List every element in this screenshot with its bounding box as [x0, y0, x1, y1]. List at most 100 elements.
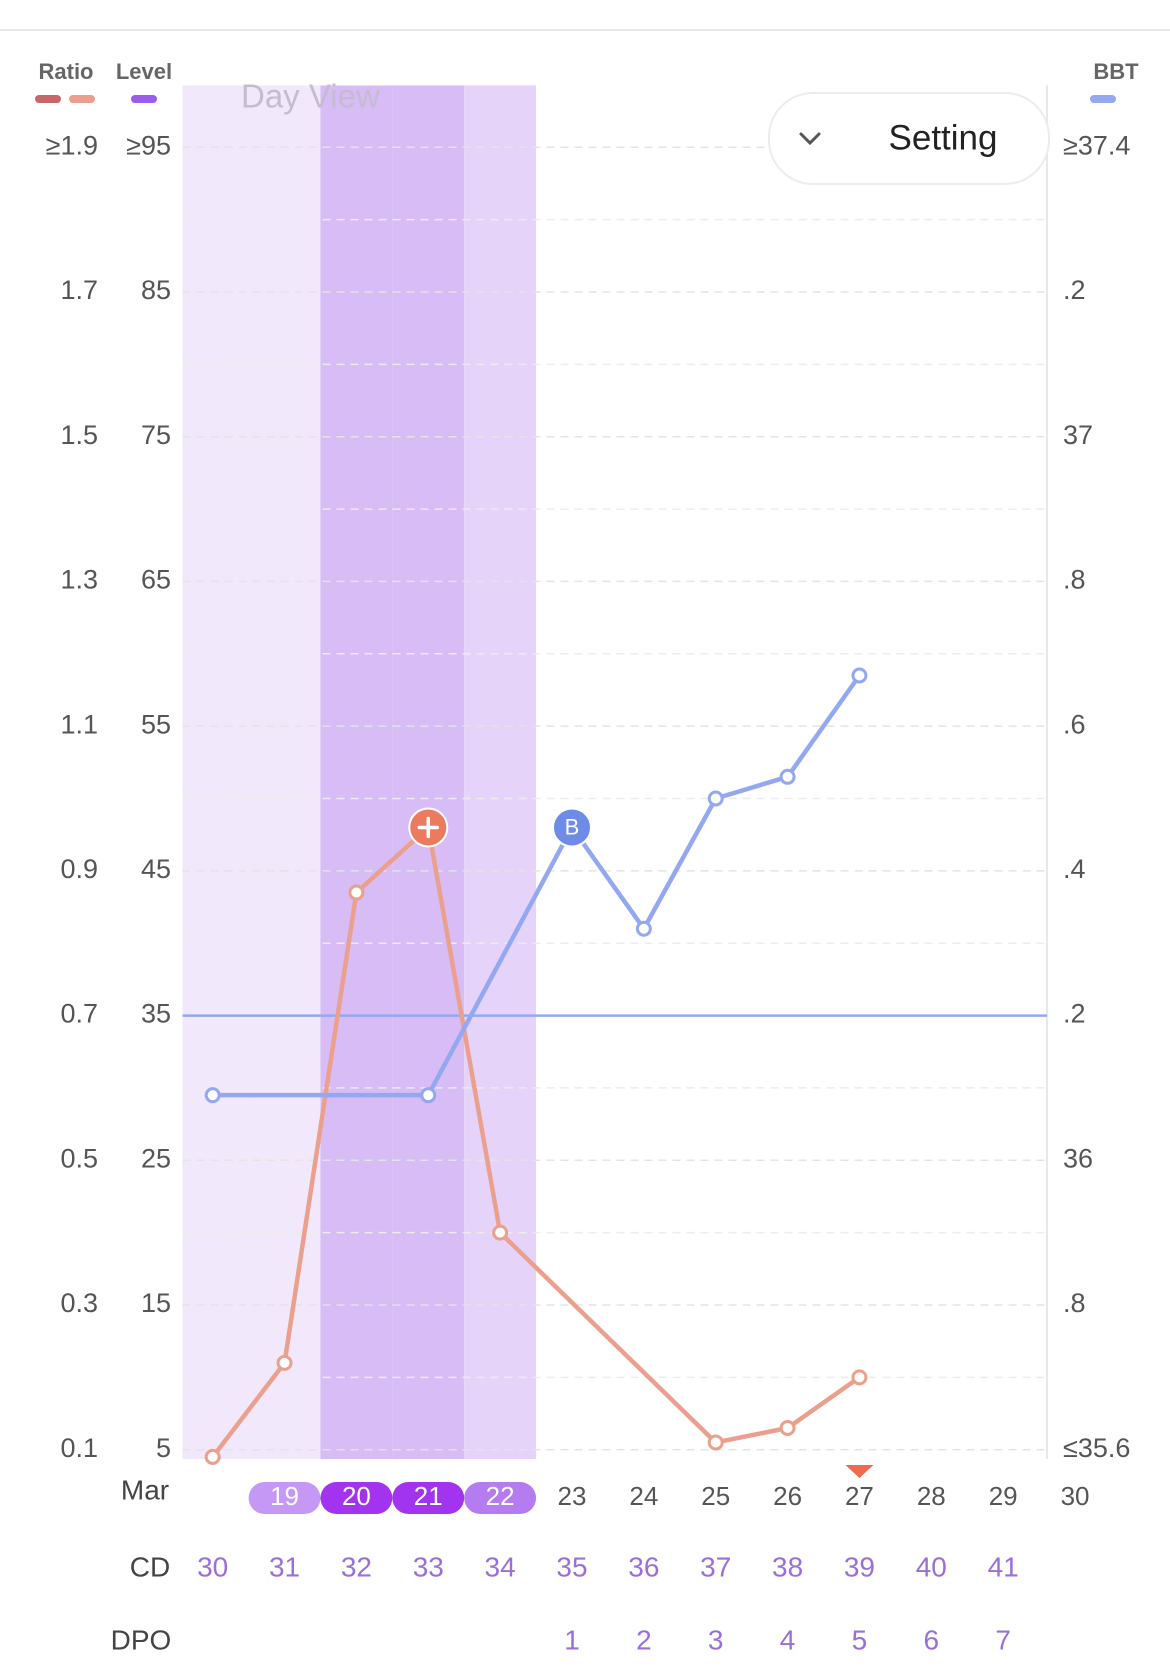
- fertility-band: [392, 85, 465, 1459]
- dpo-label: 6: [924, 1624, 940, 1655]
- y2-tick-label: .4: [1063, 854, 1086, 884]
- y-tick-label: 1.3: [60, 565, 98, 595]
- view-title: Day View: [241, 78, 380, 115]
- data-point: [851, 1369, 868, 1386]
- cd-label: 32: [341, 1551, 372, 1582]
- date-pill: [320, 1482, 393, 1514]
- level-tick-label: 65: [141, 565, 171, 595]
- date-label: 19: [270, 1481, 299, 1511]
- cd-label: 33: [413, 1551, 444, 1582]
- fertility-band: [182, 85, 249, 1459]
- level-tick-label: 5: [156, 1433, 171, 1463]
- level-tick-label: 75: [141, 420, 171, 450]
- cd-label: 31: [269, 1551, 300, 1582]
- cd-label: 38: [772, 1551, 803, 1582]
- data-point: [420, 1087, 437, 1104]
- fertility-band: [320, 85, 393, 1459]
- cd-label: 34: [485, 1551, 516, 1582]
- date-label: 24: [629, 1481, 658, 1511]
- dpo-label: 2: [636, 1624, 652, 1655]
- cd-label: 30: [197, 1551, 228, 1582]
- y2-tick-label: 37: [1063, 420, 1093, 450]
- data-point: [851, 667, 868, 684]
- data-point: [492, 1224, 509, 1241]
- dpo-label: 1: [564, 1624, 580, 1655]
- data-point: [204, 1448, 221, 1465]
- date-pill: [464, 1482, 537, 1514]
- dpo-label: 4: [780, 1624, 796, 1655]
- y-tick-label: ≥1.9: [46, 130, 98, 160]
- level-axis-title: Level: [116, 59, 172, 84]
- data-point: [779, 1419, 796, 1436]
- data-point: [276, 1354, 293, 1371]
- date-label: 22: [486, 1481, 515, 1511]
- cd-label: 41: [988, 1551, 1019, 1582]
- y-tick-label: 0.1: [60, 1433, 98, 1463]
- y-tick-label: 1.5: [60, 420, 98, 450]
- level-tick-label: 25: [141, 1143, 171, 1173]
- dpo-row-label: DPO: [111, 1624, 172, 1655]
- y2-tick-label: .2: [1063, 999, 1086, 1029]
- level-tick-label: ≥95: [126, 130, 171, 160]
- date-label: 28: [917, 1481, 946, 1511]
- cd-label: 39: [844, 1551, 875, 1582]
- plus-icon: [417, 816, 440, 839]
- date-label: 26: [773, 1481, 802, 1511]
- data-point: [348, 884, 365, 901]
- date-label: 29: [989, 1481, 1018, 1511]
- date-label: 25: [701, 1481, 730, 1511]
- setting-button[interactable]: Setting: [768, 92, 1050, 185]
- level-tick-label: 15: [141, 1288, 171, 1318]
- special-point-label: B: [565, 814, 580, 839]
- date-label: 20: [342, 1481, 371, 1511]
- cd-label: 35: [556, 1551, 587, 1582]
- date-pill: [248, 1482, 321, 1514]
- y2-tick-label: ≥37.4: [1063, 130, 1130, 160]
- level-tick-label: 35: [141, 999, 171, 1029]
- y-tick-label: 0.5: [60, 1143, 98, 1173]
- data-point: [779, 768, 796, 785]
- data-point: [707, 790, 724, 807]
- dpo-label: 5: [852, 1624, 868, 1655]
- special-point: [551, 807, 592, 848]
- level-tick-label: 55: [141, 709, 171, 739]
- fertility-band: [248, 85, 321, 1459]
- y2-tick-label: .6: [1063, 709, 1086, 739]
- cd-label: 37: [700, 1551, 731, 1582]
- date-label: 23: [558, 1481, 587, 1511]
- data-point: [635, 920, 652, 937]
- cd-label: 40: [916, 1551, 947, 1582]
- y-tick-label: 1.1: [60, 709, 98, 739]
- y-tick-label: 0.7: [60, 999, 98, 1029]
- cd-row-label: CD: [130, 1551, 170, 1582]
- y2-tick-label: .8: [1063, 565, 1086, 595]
- y-axis-title: Ratio: [39, 59, 94, 84]
- y2-axis-title: BBT: [1093, 59, 1139, 84]
- cd-label: 36: [628, 1551, 659, 1582]
- button-label: Setting: [889, 118, 998, 157]
- today-marker: [845, 1465, 874, 1478]
- level-tick-label: 45: [141, 854, 171, 884]
- date-pill: [392, 1482, 465, 1514]
- dpo-label: 3: [708, 1624, 724, 1655]
- legend-swatch: [1090, 95, 1116, 103]
- data-point: [204, 1087, 221, 1104]
- y2-tick-label: .8: [1063, 1288, 1086, 1318]
- legend-swatch: [131, 95, 157, 103]
- date-label: 30: [1061, 1481, 1090, 1511]
- button-bg: [768, 92, 1050, 185]
- date-label: 27: [845, 1481, 874, 1511]
- dpo-label: 7: [995, 1624, 1011, 1655]
- y2-tick-label: .2: [1063, 275, 1086, 305]
- y-tick-label: 0.9: [60, 854, 98, 884]
- y-tick-label: 1.7: [60, 275, 98, 305]
- legend-swatch: [69, 95, 95, 103]
- date-row-label: Mar: [121, 1474, 169, 1505]
- data-point: [707, 1434, 724, 1451]
- legend-swatch: [35, 95, 61, 103]
- y2-tick-label: 36: [1063, 1143, 1093, 1173]
- y2-tick-label: ≤35.6: [1063, 1433, 1130, 1463]
- date-label: 21: [414, 1481, 443, 1511]
